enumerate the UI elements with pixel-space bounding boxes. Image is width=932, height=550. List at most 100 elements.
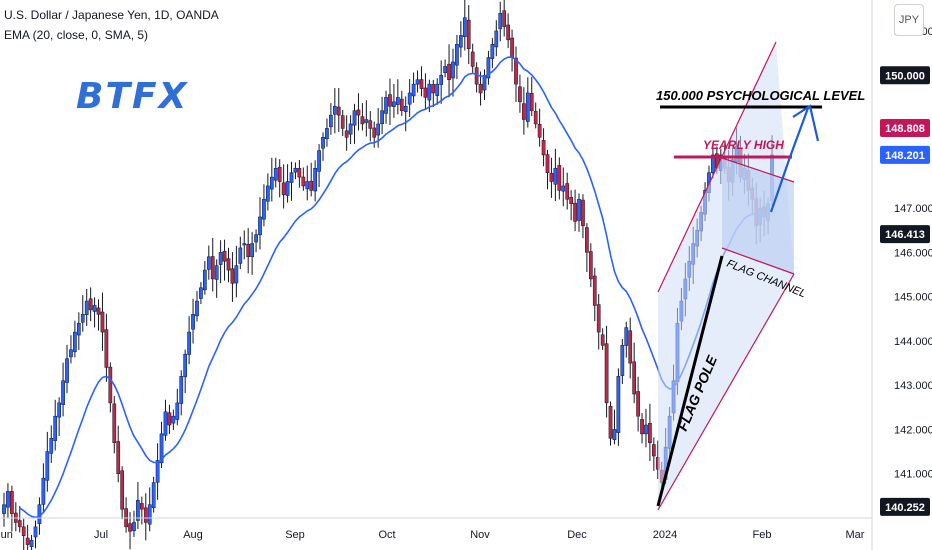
candle-body [632, 361, 637, 395]
candle-body [577, 198, 581, 221]
candle-body [348, 123, 353, 135]
candle-body [624, 327, 629, 346]
candle-body [53, 415, 58, 441]
candle-body [321, 136, 325, 149]
candle-body [494, 30, 499, 48]
candle-body [195, 300, 199, 317]
candle-body [317, 150, 321, 172]
y-tick-label: 145.000 [894, 292, 932, 304]
x-tick-label: Aug [183, 529, 203, 541]
price-tag [880, 497, 930, 516]
candle-body [620, 345, 625, 376]
candle-body [399, 98, 404, 111]
candle-body [549, 172, 554, 182]
candle-body [139, 503, 144, 510]
candle-body [203, 269, 207, 291]
candle-body [596, 304, 601, 333]
candle-body [498, 13, 503, 30]
candle-body [395, 97, 400, 105]
candle-body [309, 180, 314, 191]
candle-body [392, 101, 396, 107]
price-tag-label: 150.000 [885, 70, 925, 82]
candle-body [403, 106, 408, 112]
candle-body [356, 109, 361, 116]
candle-body [29, 539, 34, 547]
candle-body [96, 307, 101, 315]
candle-body [478, 83, 483, 94]
candle-body [76, 322, 81, 336]
candle-body [281, 182, 286, 196]
candle-body [435, 83, 440, 96]
price-tag-label: 140.252 [885, 502, 925, 514]
candle-body [557, 165, 562, 191]
candle-body [451, 61, 455, 79]
candle-body [352, 110, 357, 126]
candle-body [600, 334, 605, 346]
candle-body [73, 331, 77, 352]
candle-body [266, 185, 270, 202]
candle-body [518, 86, 522, 103]
candle-body [151, 482, 156, 509]
candle-body [588, 251, 593, 280]
candle-body [506, 24, 510, 41]
currency-selector[interactable]: JPY [894, 4, 924, 36]
candle-body [585, 227, 589, 253]
x-tick-label: Oct [378, 529, 395, 541]
y-tick-label: 144.000 [894, 336, 932, 348]
candle-body [206, 256, 211, 270]
candle-body [474, 67, 479, 85]
candle-body [136, 500, 140, 521]
candle-body [651, 444, 656, 457]
candle-body [191, 314, 195, 330]
candle-body [246, 243, 251, 258]
candle-body [163, 411, 168, 436]
candle-body [569, 197, 573, 204]
candle-body [604, 343, 609, 404]
candle-body [112, 403, 117, 443]
candle-body [340, 115, 345, 129]
candle-body [293, 167, 298, 173]
price-tag-label: 148.201 [885, 150, 925, 162]
candle-body [344, 130, 349, 138]
candle-body [210, 256, 215, 280]
price-tag [880, 225, 930, 244]
candle-body [297, 168, 302, 178]
candle-body [419, 79, 424, 89]
y-tick-label: 142.000 [894, 424, 932, 436]
candle-body [431, 84, 436, 94]
x-tick-label: Jul [94, 529, 108, 541]
candle-body [388, 94, 392, 107]
candle-body [648, 422, 652, 443]
channel-lower-line [657, 273, 795, 511]
candle-body [313, 167, 317, 192]
candle-body [214, 265, 219, 280]
price-tag [880, 66, 930, 85]
candle-body [415, 79, 420, 85]
candle-body [522, 103, 526, 120]
x-tick-label: Feb [753, 529, 772, 541]
price-tag-label: 146.413 [885, 229, 925, 241]
candle-body [553, 167, 558, 185]
candle-body [128, 523, 132, 532]
candle-body [325, 128, 329, 139]
candle-body [242, 243, 247, 246]
y-tick-label: 143.000 [894, 380, 932, 392]
candle-body [159, 433, 164, 464]
candle-body [57, 402, 61, 418]
candle-body [273, 167, 278, 181]
candle-body [581, 199, 585, 227]
candle-body [84, 300, 89, 316]
candle-body [612, 429, 617, 440]
y-tick-label: 146.000 [894, 247, 932, 259]
candle-body [65, 358, 69, 383]
price-tags: 150.000 148.808 148.201 146.413 140.252 [880, 66, 930, 516]
candle-body [100, 311, 105, 333]
candle-body [179, 376, 184, 404]
candle-body [423, 87, 428, 98]
candle-body [470, 51, 475, 67]
flag-pole-line [656, 255, 724, 507]
candle-body [120, 470, 125, 510]
candle-body [502, 10, 507, 27]
candle-body [427, 83, 432, 101]
